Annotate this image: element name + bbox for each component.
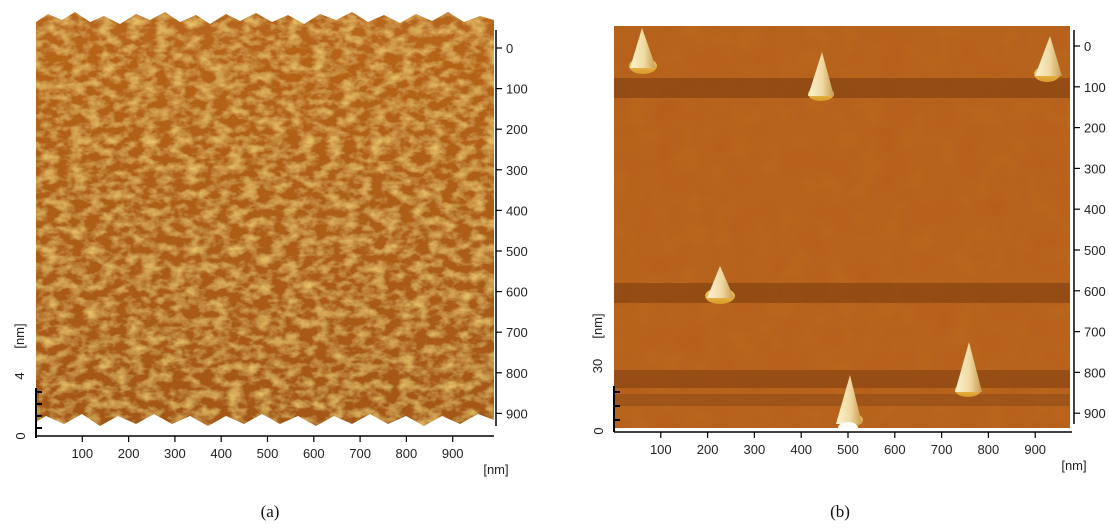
z-tick-30-b: 30: [590, 359, 605, 373]
x-tick-label: 600: [884, 442, 906, 457]
x-tick-label: 100: [71, 446, 93, 461]
y-tick-label: 200: [1084, 121, 1106, 136]
x-tick-label: 700: [931, 442, 953, 457]
afm-panel-a: 0 4 [nm] 100 200 300 400 500 600 700 800 900 [nm…: [0, 0, 540, 531]
surface-peak-1: [629, 28, 657, 74]
caption-b: (b): [830, 502, 850, 521]
y-tick-label: 500: [1084, 243, 1106, 258]
surface-peak-5: [955, 342, 982, 397]
y-tick-label: 400: [1084, 202, 1106, 217]
z-tick-4-a: 4: [12, 372, 27, 379]
x-unit-a: [nm]: [483, 462, 508, 477]
y-tick-label: 0: [506, 41, 513, 56]
y-tick-label: 300: [1084, 161, 1106, 176]
afm-panel-b: 0 30 [nm] 100 200 300 400 500 600 700 800 900 [n…: [580, 0, 1109, 531]
z-unit-b: [nm]: [590, 313, 605, 338]
x-tick-label: 900: [1024, 442, 1046, 457]
y-tick-label: 600: [1084, 284, 1106, 299]
x-tick-label: 400: [210, 446, 232, 461]
y-tick-label: 400: [506, 203, 528, 218]
x-tick-label: 600: [303, 446, 325, 461]
y-tick-label: 0: [1084, 39, 1091, 54]
y-tick-label: 100: [1084, 80, 1106, 95]
y-tick-label: 600: [506, 285, 528, 300]
x-unit-b: [nm]: [1061, 458, 1086, 473]
scan-band-3: [614, 370, 1070, 388]
y-tick-label: 800: [1084, 365, 1106, 380]
y-tick-label: 100: [506, 82, 528, 97]
x-tick-label: 900: [442, 446, 464, 461]
rough-surface: [36, 12, 494, 426]
z-unit-a: [nm]: [12, 323, 27, 348]
x-tick-label: 500: [257, 446, 279, 461]
x-tick-label: 200: [118, 446, 140, 461]
z-tick-0-a: 0: [13, 432, 28, 439]
x-tick-label: 500: [837, 442, 859, 457]
y-tick-label: 500: [506, 244, 528, 259]
y-tick-label: 200: [506, 122, 528, 137]
scan-band-1: [614, 78, 1070, 98]
surface-peak-4: [705, 266, 735, 304]
y-tick-label: 700: [506, 325, 528, 340]
scan-band-4: [614, 394, 1070, 406]
scan-band-2: [614, 283, 1070, 303]
z-tick-0-b: 0: [591, 427, 606, 434]
x-tick-label: 800: [396, 446, 418, 461]
surface-peak-3: [1034, 36, 1062, 82]
surface-peak-2: [808, 52, 834, 101]
y-tick-label: 900: [506, 406, 528, 421]
afm-surface-plot-a: 0 4 [nm] 100 200 300 400 500 600 700 800 900 [nm…: [12, 12, 528, 477]
x-tick-label: 300: [744, 442, 766, 457]
x-tick-label: 700: [349, 446, 371, 461]
x-tick-label: 400: [790, 442, 812, 457]
caption-a: (a): [260, 502, 280, 521]
x-tick-label: 200: [697, 442, 719, 457]
x-tick-label: 300: [164, 446, 186, 461]
y-tick-label: 300: [506, 163, 528, 178]
y-tick-label: 700: [1084, 325, 1106, 340]
x-tick-label: 100: [650, 442, 672, 457]
surface-peak-6: [836, 375, 863, 434]
y-tick-label: 900: [1084, 406, 1106, 421]
afm-surface-plot-b: 0 30 [nm] 100 200 300 400 500 600 700 800 900 [n…: [590, 26, 1106, 473]
x-tick-label: 800: [978, 442, 1000, 457]
y-tick-label: 800: [506, 366, 528, 381]
